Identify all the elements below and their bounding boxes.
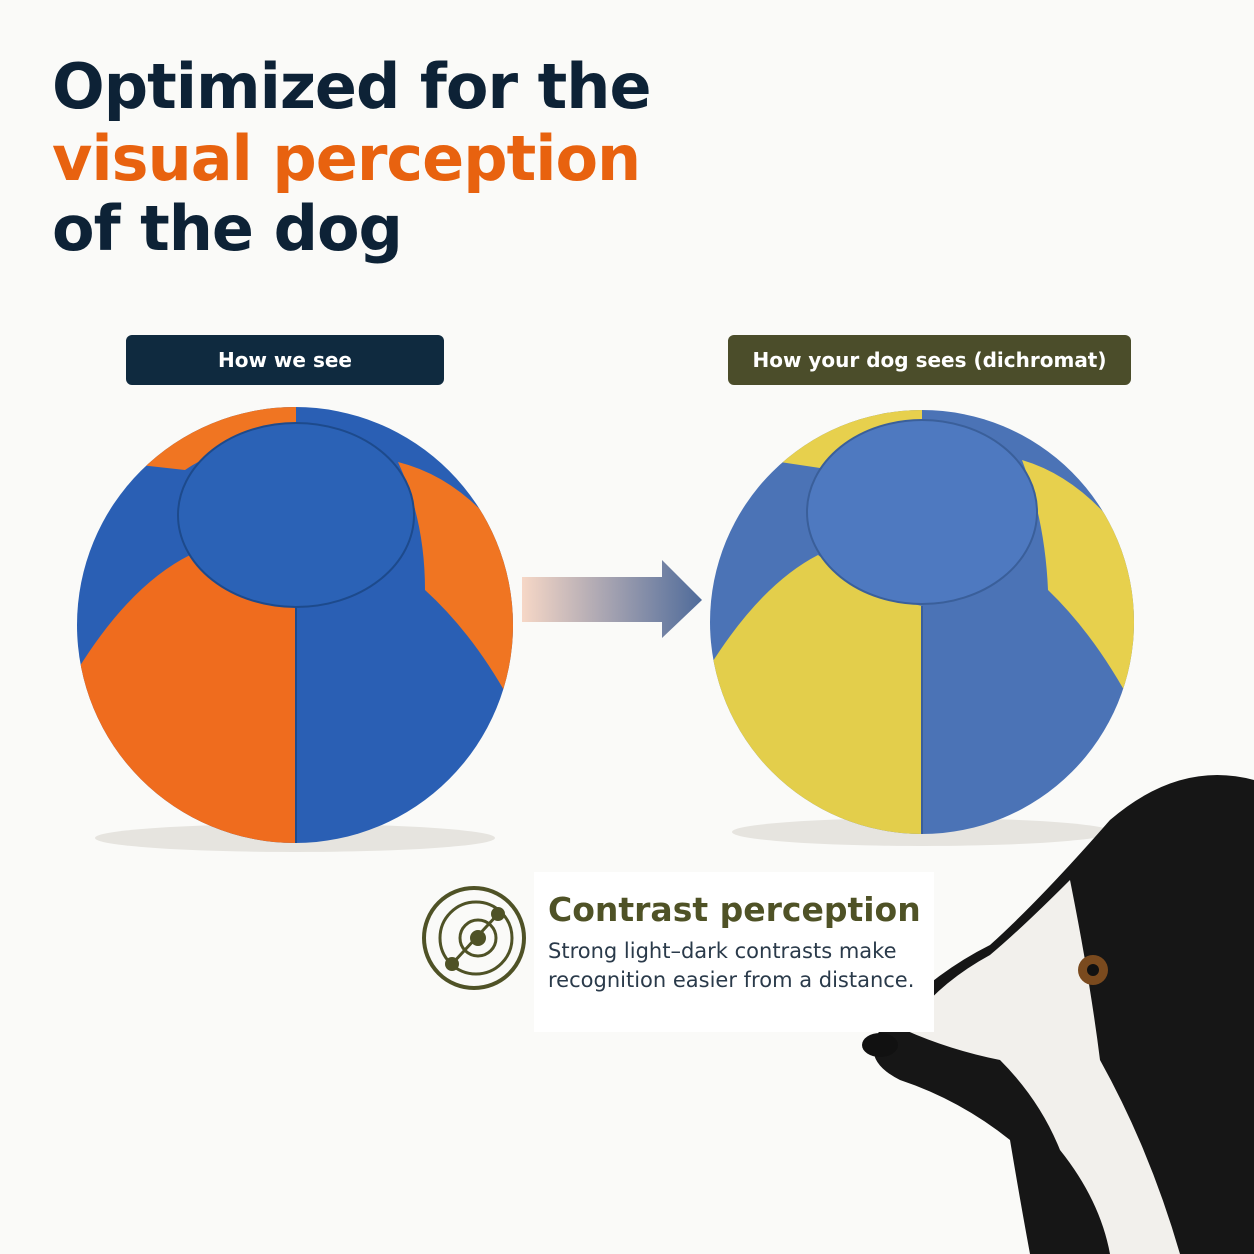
- contrast-icon: [422, 886, 526, 990]
- title-line: visual perception: [52, 122, 641, 195]
- panel-label: How your dog sees (dichromat): [728, 335, 1131, 385]
- panel-label: How we see: [126, 335, 444, 385]
- ball-dog-colors: [710, 410, 1134, 834]
- ball-real-colors: [77, 407, 513, 843]
- title-line: of the dog: [52, 192, 403, 265]
- dog: [862, 775, 1254, 1254]
- feature-box: Contrast perception Strong light–dark co…: [534, 872, 934, 1032]
- arrow: [522, 560, 702, 638]
- feature-text: Strong light–dark contrasts make recogni…: [548, 939, 915, 992]
- title-line: Optimized for the: [52, 50, 651, 123]
- feature-title: Contrast perception: [548, 890, 921, 929]
